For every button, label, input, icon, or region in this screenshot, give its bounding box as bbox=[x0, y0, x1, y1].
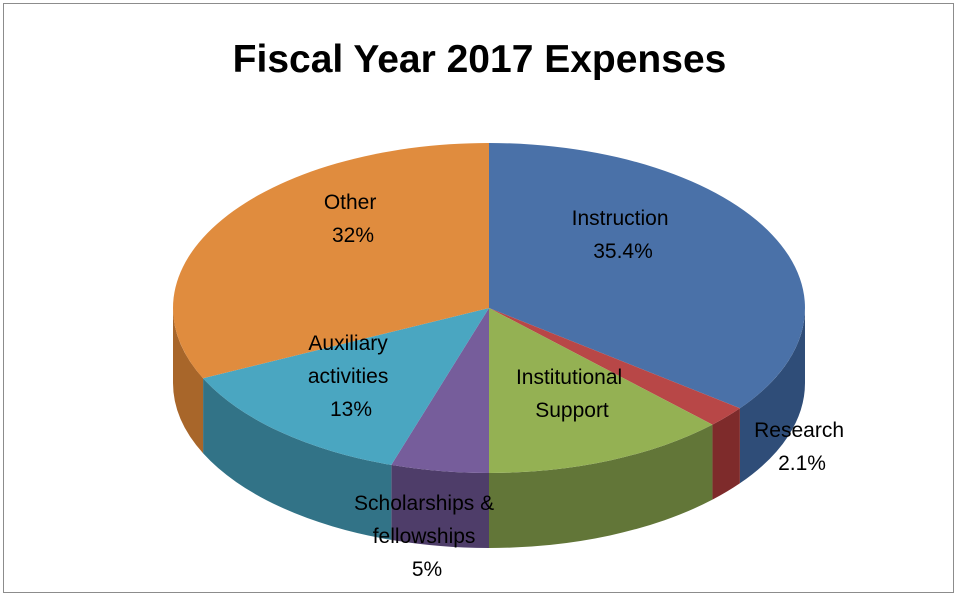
slice-side-auxiliary-activities bbox=[203, 378, 392, 540]
label-other: Other 32% bbox=[324, 191, 382, 247]
slice-research bbox=[489, 308, 740, 425]
slice-side-research bbox=[712, 408, 740, 500]
pie-labels: Instruction 35.4% Research 2.1% Institut… bbox=[308, 191, 850, 581]
slice-scholarships-fellowships bbox=[391, 308, 489, 473]
chart-title: Fiscal Year 2017 Expenses bbox=[232, 38, 727, 81]
label-instruction: Instruction 35.4% bbox=[572, 207, 675, 263]
label-institutional-support: Institutional Support bbox=[516, 366, 628, 422]
pie-slices bbox=[172, 142, 805, 473]
label-scholarships: Scholarships & fellowships 5% bbox=[354, 492, 500, 581]
slice-side-institutional-support bbox=[489, 424, 713, 548]
slice-instruction bbox=[489, 143, 805, 409]
slice-auxiliary-activities bbox=[203, 308, 489, 465]
label-research: Research 2.1% bbox=[754, 419, 850, 475]
label-auxiliary-activities: Auxiliary activities 13% bbox=[308, 332, 394, 421]
slice-other bbox=[172, 142, 489, 379]
slice-side-instruction bbox=[739, 308, 805, 484]
pie-sides bbox=[173, 308, 805, 548]
slice-side-other bbox=[173, 308, 204, 454]
slice-institutional-support bbox=[489, 308, 713, 473]
slice-side-scholarships-fellowships bbox=[391, 464, 489, 548]
